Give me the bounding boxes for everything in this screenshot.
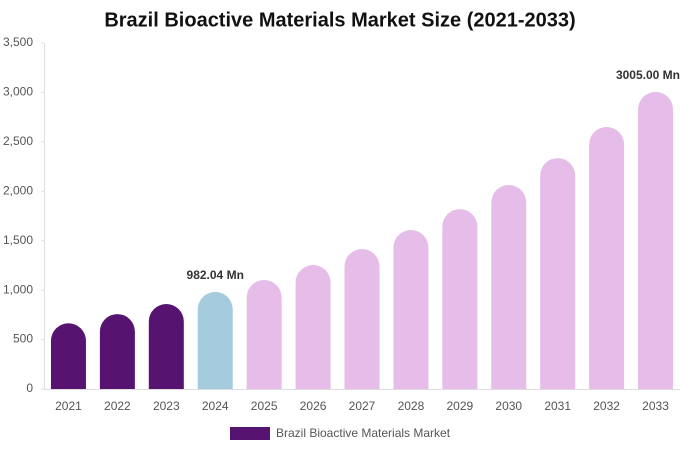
legend-swatch xyxy=(230,427,270,440)
x-tick-label: 2026 xyxy=(300,399,327,413)
x-tick-label: 2029 xyxy=(446,399,473,413)
bar xyxy=(197,291,233,389)
data-label: 982.04 Mn xyxy=(187,268,244,282)
y-tick-label: 2,500 xyxy=(3,134,33,148)
bar xyxy=(638,91,674,389)
x-tick-label: 2024 xyxy=(202,399,229,413)
x-tick-label: 2031 xyxy=(544,399,571,413)
y-tick-label: 2,000 xyxy=(3,183,33,197)
x-tick-label: 2028 xyxy=(398,399,425,413)
y-tick-label: 1,000 xyxy=(3,282,33,296)
x-tick-label: 2032 xyxy=(593,399,620,413)
chart-title: Brazil Bioactive Materials Market Size (… xyxy=(104,9,575,31)
bar xyxy=(50,323,86,389)
x-tick-label: 2023 xyxy=(153,399,180,413)
bar xyxy=(99,314,135,389)
y-tick-label: 500 xyxy=(13,332,33,346)
bar xyxy=(540,158,576,389)
x-tick-label: 2025 xyxy=(251,399,278,413)
bar xyxy=(442,209,478,389)
bar xyxy=(491,185,527,389)
y-tick-label: 1,500 xyxy=(3,233,33,247)
bar xyxy=(295,265,331,389)
x-tick-label: 2027 xyxy=(349,399,376,413)
bar xyxy=(589,127,625,389)
data-label: 3005.00 Mn xyxy=(616,68,680,82)
y-tick-label: 3,500 xyxy=(3,35,33,49)
x-tick-label: 2022 xyxy=(104,399,131,413)
bar xyxy=(393,230,429,389)
y-tick-label: 0 xyxy=(26,381,33,395)
x-tick-label: 2033 xyxy=(642,399,669,413)
bar xyxy=(246,280,282,389)
y-tick-label: 3,000 xyxy=(3,85,33,99)
bar xyxy=(344,249,380,389)
legend-label: Brazil Bioactive Materials Market xyxy=(276,426,451,440)
bar xyxy=(148,303,184,389)
x-tick-label: 2021 xyxy=(55,399,82,413)
x-tick-label: 2030 xyxy=(495,399,522,413)
